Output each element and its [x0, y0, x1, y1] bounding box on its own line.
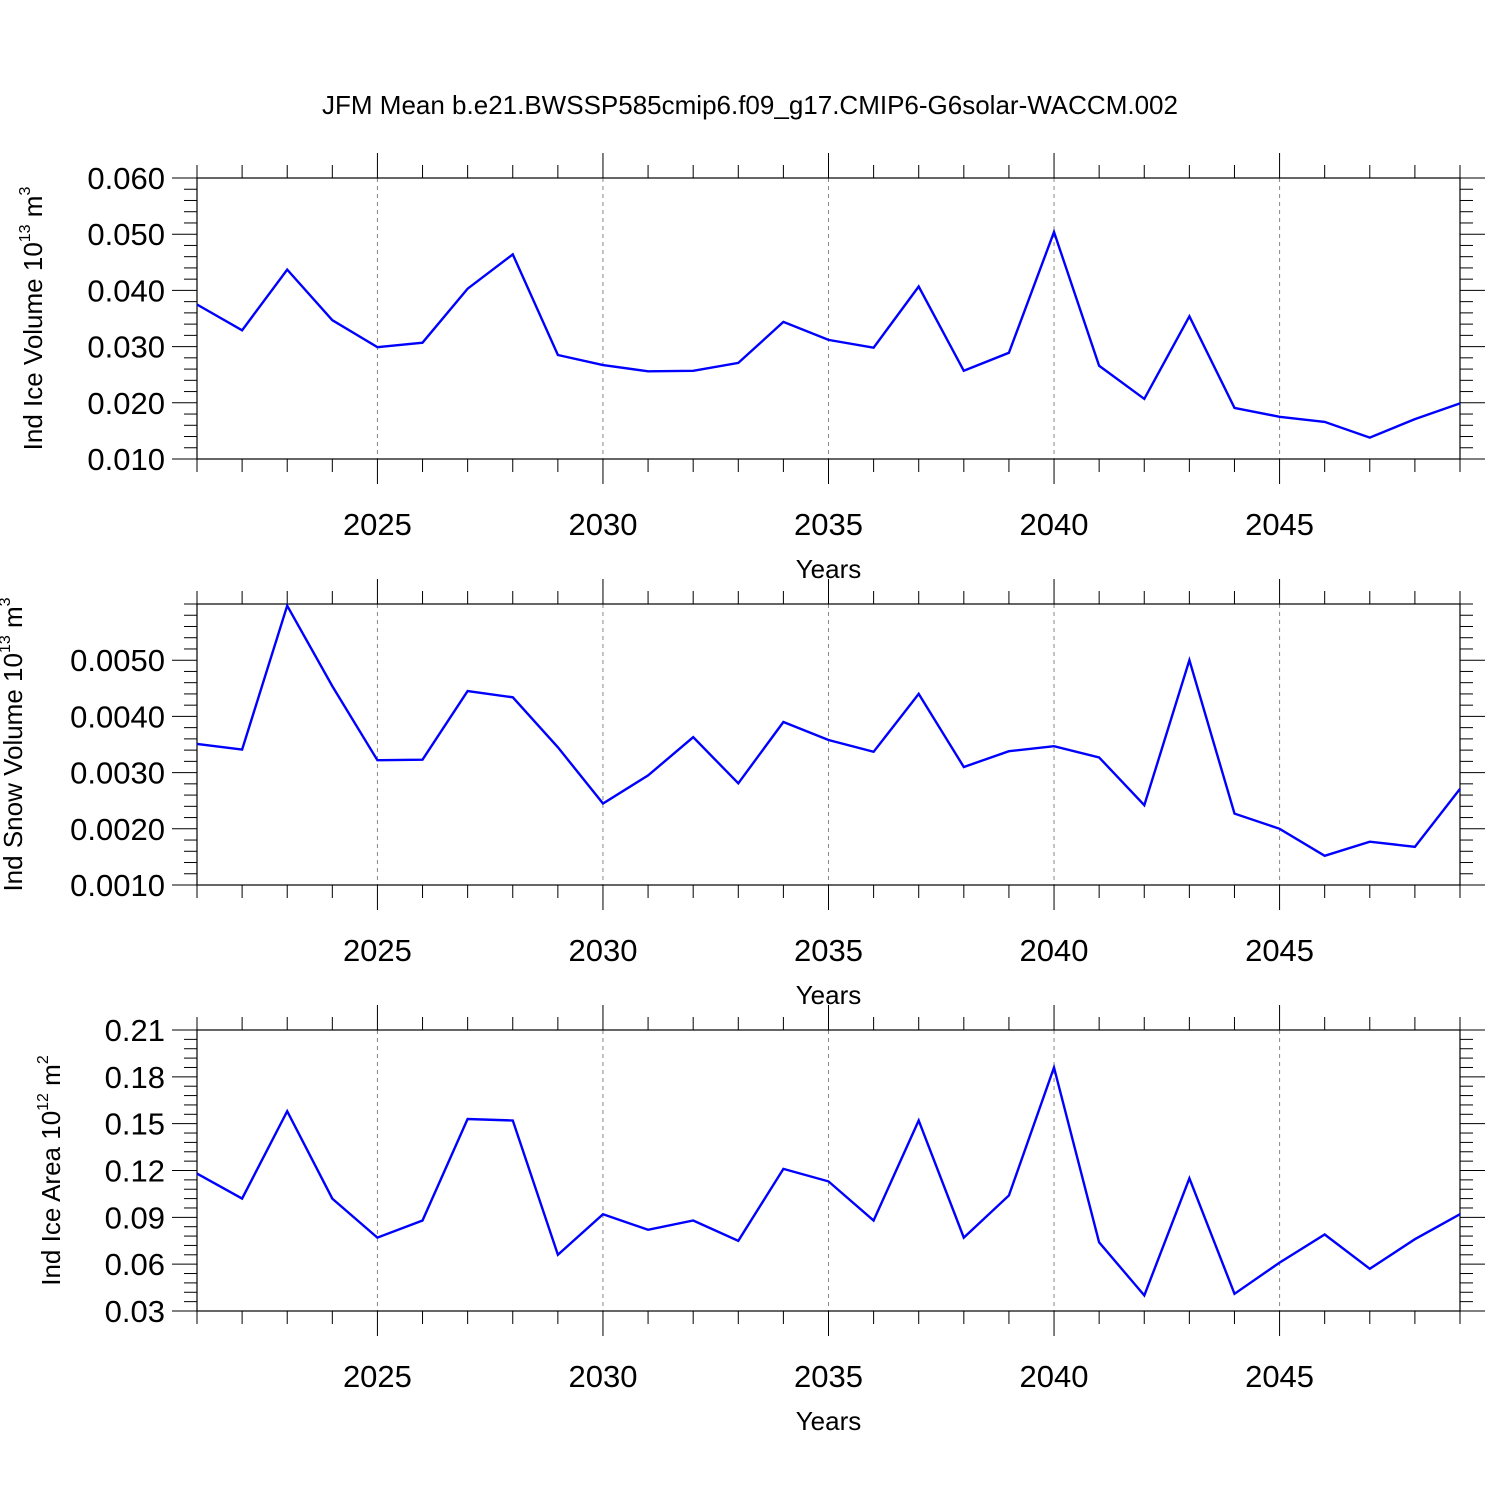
y-axis-label-part: m [0, 606, 28, 635]
y-tick-label: 0.06 [105, 1247, 165, 1282]
x-tick-label: 2030 [568, 933, 637, 968]
y-axis-label-part: Ind Ice Area 10 [36, 1111, 66, 1286]
series-line [196, 1063, 1461, 1298]
y-tick-label: 0.15 [105, 1107, 165, 1142]
x-tick-label: 2045 [1245, 933, 1314, 968]
x-tick-label: 2045 [1245, 1359, 1314, 1394]
x-axis-label: Years [796, 1406, 862, 1436]
y-tick-label: 0.0020 [70, 812, 165, 847]
x-tick-label: 2040 [1020, 507, 1089, 542]
y-tick-label: 0.040 [87, 273, 165, 308]
y-axis-label-superscript: 2 [35, 1055, 52, 1064]
y-tick-label: 0.18 [105, 1060, 165, 1095]
y-axis-label-superscript: 3 [0, 597, 14, 606]
x-tick-label: 2035 [794, 933, 863, 968]
plot-frame [196, 177, 1461, 460]
plot-frame [196, 1029, 1461, 1312]
x-tick-label: 2030 [568, 507, 637, 542]
y-axis-label-part: m [18, 196, 48, 225]
x-tick-label: 2025 [343, 1359, 412, 1394]
y-tick-label: 0.12 [105, 1154, 165, 1189]
y-axis-label-part: Ind Ice Volume 10 [18, 242, 48, 450]
x-tick-label: 2025 [343, 933, 412, 968]
y-tick-label: 0.010 [87, 442, 165, 477]
x-tick-label: 2035 [794, 1359, 863, 1394]
y-axis-label-superscript: 3 [17, 187, 34, 196]
y-tick-label: 0.050 [87, 217, 165, 252]
y-tick-label: 0.0040 [70, 699, 165, 734]
x-tick-label: 2030 [568, 1359, 637, 1394]
y-tick-label: 0.21 [105, 1013, 165, 1048]
y-tick-label: 0.030 [87, 330, 165, 365]
x-tick-label: 2040 [1020, 933, 1089, 968]
y-axis-label-part: m [36, 1064, 66, 1093]
y-axis-label-superscript: 13 [0, 635, 14, 653]
y-axis-label: Ind Ice Volume 1013 m3 [17, 187, 48, 451]
chart-title: JFM Mean b.e21.BWSSP585cmip6.f09_g17.CMI… [322, 90, 1178, 120]
panel-3: 0.03 0.06 0.09 0.12 0.15 0.18 0.21 2025 2030 2035… [35, 1005, 1485, 1436]
x-tick-label: 2045 [1245, 507, 1314, 542]
y-tick-label: 0.09 [105, 1200, 165, 1235]
y-axis-label-part: Ind Snow Volume 10 [0, 653, 28, 892]
y-axis-label-superscript: 12 [35, 1093, 52, 1111]
y-tick-label: 0.0050 [70, 643, 165, 678]
y-axis-label: Ind Snow Volume 1013 m3 [0, 597, 28, 891]
y-axis-label: Ind Ice Area 1012 m2 [35, 1055, 66, 1286]
x-tick-label: 2035 [794, 507, 863, 542]
series-line [196, 228, 1461, 439]
y-tick-label: 0.0010 [70, 868, 165, 903]
y-axis-label-superscript: 13 [17, 224, 34, 242]
y-tick-label: 0.03 [105, 1294, 165, 1329]
y-tick-label: 0.0030 [70, 756, 165, 791]
panel-1: 0.010 0.020 0.030 0.040 0.050 0.060 2025 2030 20… [17, 153, 1485, 584]
panel-2: 0.0010 0.0020 0.0030 0.0040 0.0050 2025 2030 20… [0, 579, 1485, 1010]
y-tick-label: 0.020 [87, 386, 165, 421]
x-tick-label: 2040 [1020, 1359, 1089, 1394]
series-line [196, 602, 1461, 858]
x-tick-label: 2025 [343, 507, 412, 542]
y-tick-label: 0.060 [87, 161, 165, 196]
